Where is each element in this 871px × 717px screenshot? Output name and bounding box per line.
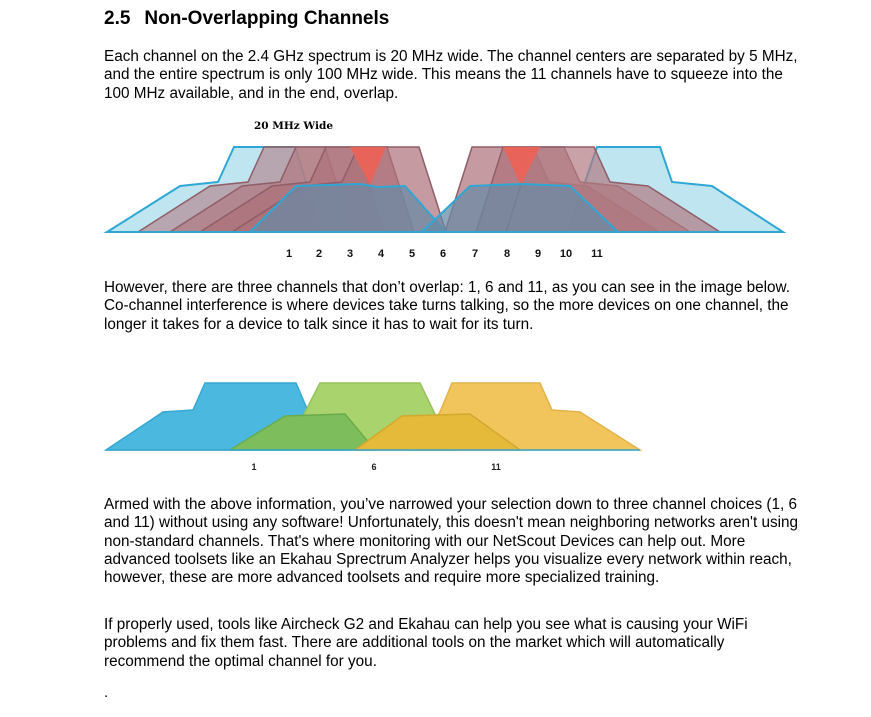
tick-a-6: 6 bbox=[371, 462, 376, 472]
paragraph-non-overlap: However, there are three channels that d… bbox=[104, 279, 790, 333]
channel-ticks-1: 1 2 3 4 5 6 7 8 9 10 11 bbox=[286, 248, 603, 260]
tick-6: 6 bbox=[440, 248, 446, 260]
tick-2: 2 bbox=[316, 248, 322, 260]
paragraph-armed: Armed with the above information, you’ve… bbox=[104, 496, 799, 587]
tick-5: 5 bbox=[409, 248, 415, 260]
tick-11: 11 bbox=[591, 248, 603, 260]
section-title: Non-Overlapping Channels bbox=[144, 8, 390, 29]
tick-9: 9 bbox=[535, 248, 541, 260]
paragraph-tools: If properly used, tools like Aircheck G2… bbox=[104, 616, 748, 670]
overlap-diagram bbox=[103, 146, 787, 233]
channel-top-accent-left bbox=[350, 147, 386, 185]
channel-top-accent-right bbox=[503, 147, 540, 185]
tick-4: 4 bbox=[378, 248, 385, 260]
section-number: 2.5 bbox=[104, 8, 131, 29]
tick-8: 8 bbox=[504, 248, 510, 260]
channel-ticks-2: 1 6 11 bbox=[251, 462, 500, 472]
tick-3: 3 bbox=[347, 248, 353, 260]
trailing-period: . bbox=[104, 684, 109, 701]
section-heading: 2.5 Non-Overlapping Channels bbox=[104, 8, 389, 30]
figure-label-20mhz: 20 MHz Wide bbox=[254, 120, 334, 132]
tick-10: 10 bbox=[560, 248, 572, 260]
tick-a-11: 11 bbox=[491, 462, 501, 472]
non-overlap-diagram bbox=[103, 382, 643, 451]
tick-7: 7 bbox=[472, 248, 478, 260]
tick-a-1: 1 bbox=[251, 462, 256, 472]
paragraph-channel-overlap: Each channel on the 2.4 GHz spectrum is … bbox=[104, 48, 798, 102]
tick-1: 1 bbox=[286, 248, 292, 260]
